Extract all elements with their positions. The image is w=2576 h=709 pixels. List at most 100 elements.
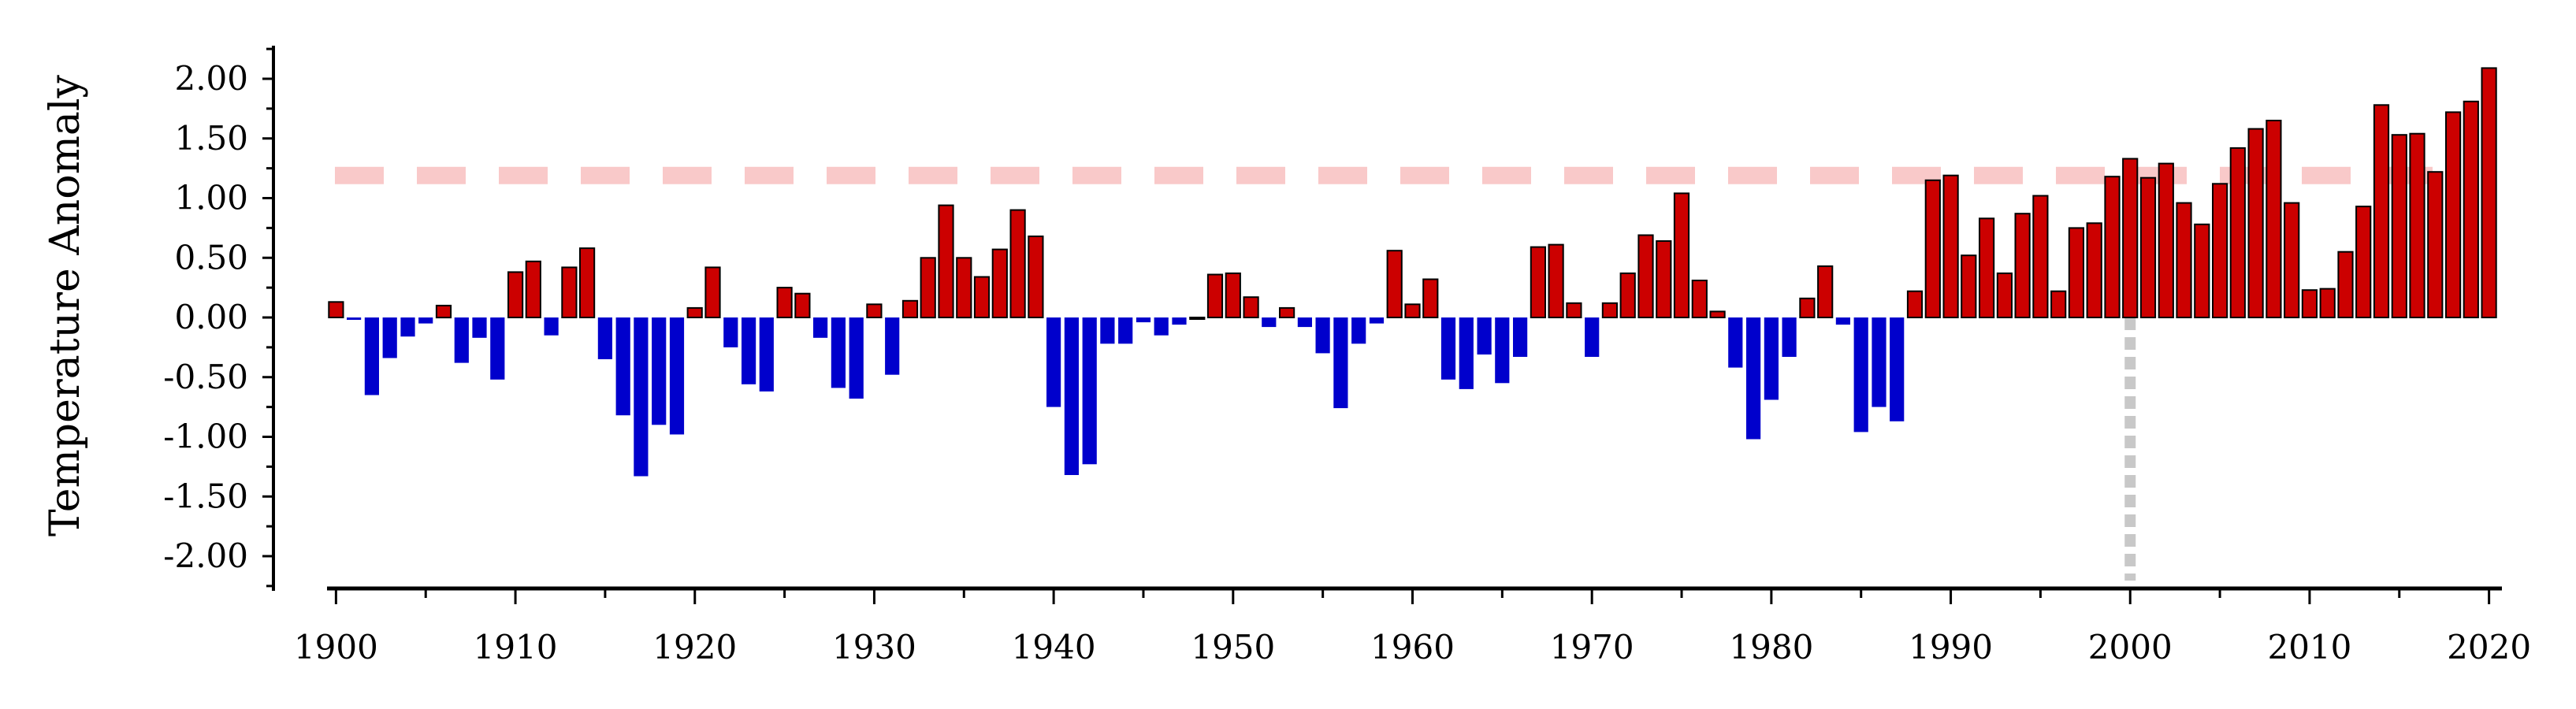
bar-1935 (956, 257, 972, 319)
y-tick-label: -0.50 (163, 358, 248, 396)
bar-2015 (2391, 134, 2407, 318)
bar-1933 (920, 257, 936, 319)
bar-1946 (1154, 317, 1169, 336)
y-axis-title: Temperature Anomaly (42, 74, 89, 536)
bar-2005 (2212, 183, 2228, 318)
bar-1941 (1064, 317, 1079, 475)
x-ticks: 1900 1910 1920 1930 1940 1950 1960 1970 1980 1990… (294, 588, 2531, 666)
bar-1952 (1262, 317, 1277, 328)
bar-1983 (1817, 265, 1834, 318)
bar-2002 (2158, 162, 2174, 318)
bar-1910 (507, 271, 524, 318)
bar-1993 (1996, 272, 2013, 318)
bar-1908 (472, 317, 487, 338)
bar-1996 (2050, 290, 2067, 319)
bar-1930 (866, 303, 883, 318)
bar-1913 (561, 266, 578, 318)
bar-1982 (1799, 297, 1816, 318)
bar-1950 (1225, 272, 1241, 318)
bar-1942 (1082, 317, 1097, 465)
bar-1903 (382, 317, 397, 358)
y-tick-label: 1.00 (174, 179, 248, 217)
bar-2007 (2247, 128, 2264, 318)
bar-1907 (454, 317, 469, 363)
bar-2016 (2409, 132, 2425, 318)
bar-1985 (1853, 317, 1868, 432)
bar-2010 (2301, 289, 2318, 319)
bar-1906 (435, 304, 452, 319)
bar-1969 (1566, 302, 1582, 318)
bar-1901 (347, 317, 362, 320)
bar-2020 (2481, 67, 2497, 319)
bar-2006 (2229, 147, 2246, 318)
bar-1958 (1369, 317, 1385, 324)
bar-2001 (2139, 176, 2157, 318)
bar-1957 (1351, 317, 1366, 344)
bar-1999 (2104, 176, 2121, 318)
x-tick-label: 2000 (2088, 628, 2173, 666)
bar-1929 (849, 317, 864, 399)
x-tick-label: 1960 (1370, 628, 1455, 666)
x-tick-label: 1910 (474, 628, 558, 666)
y-tick-label: 1.50 (174, 119, 248, 158)
x-tick-label: 1930 (832, 628, 916, 666)
bar-1991 (1961, 254, 1977, 319)
bar-1988 (1906, 290, 1924, 319)
bar-1926 (794, 292, 811, 319)
y-tick-label: 2.00 (174, 59, 248, 98)
bar-2000 (2122, 158, 2139, 318)
x-tick-label: 1920 (652, 628, 737, 666)
bar-1938 (1009, 209, 1026, 318)
bar-1916 (615, 317, 630, 416)
bar-1940 (1046, 317, 1061, 407)
bar-1962 (1440, 317, 1456, 380)
bar-1959 (1386, 250, 1403, 319)
x-tick-label: 1940 (1012, 628, 1096, 666)
bar-1953 (1279, 306, 1295, 318)
bar-1912 (544, 317, 559, 336)
bar-1981 (1782, 317, 1797, 357)
bar-1902 (364, 317, 379, 395)
bar-1919 (669, 317, 685, 435)
bar-2014 (2373, 104, 2390, 319)
bar-1918 (652, 317, 667, 425)
bar-1948 (1189, 317, 1206, 320)
bar-1992 (1979, 217, 1995, 318)
bar-1975 (1673, 192, 1690, 318)
bar-1976 (1691, 280, 1708, 318)
x-tick-label: 2010 (2267, 628, 2351, 666)
bar-1927 (813, 317, 828, 338)
bar-1956 (1333, 317, 1348, 409)
bar-1968 (1548, 243, 1564, 319)
bar-2019 (2463, 100, 2479, 319)
bar-1965 (1495, 317, 1510, 384)
bar-2009 (2284, 202, 2300, 318)
bar-2012 (2337, 251, 2354, 319)
bar-1972 (1619, 272, 1636, 318)
bar-1960 (1404, 303, 1421, 318)
y-tick-label: 0.50 (174, 238, 248, 277)
bar-1989 (1924, 179, 1941, 318)
bar-2018 (2445, 111, 2462, 318)
bar-1922 (723, 317, 738, 347)
bar-1900 (328, 301, 344, 318)
bar-2017 (2427, 171, 2444, 318)
bar-1939 (1028, 236, 1044, 318)
x-tick-label: 1970 (1550, 628, 1634, 666)
x-tick-label: 1900 (294, 628, 378, 666)
bar-1905 (418, 317, 433, 324)
bar-1914 (579, 247, 596, 319)
bar-1947 (1172, 317, 1187, 325)
bar-1990 (1942, 174, 1959, 318)
bar-1998 (2086, 222, 2102, 318)
bar-1920 (686, 306, 703, 318)
bar-1931 (885, 317, 900, 375)
bar-1911 (525, 260, 541, 318)
bar-1961 (1422, 278, 1439, 318)
bar-1974 (1656, 240, 1672, 318)
bar-1921 (704, 266, 721, 318)
bar-1978 (1728, 317, 1743, 368)
bar-1954 (1297, 317, 1312, 328)
bar-1951 (1243, 296, 1259, 319)
